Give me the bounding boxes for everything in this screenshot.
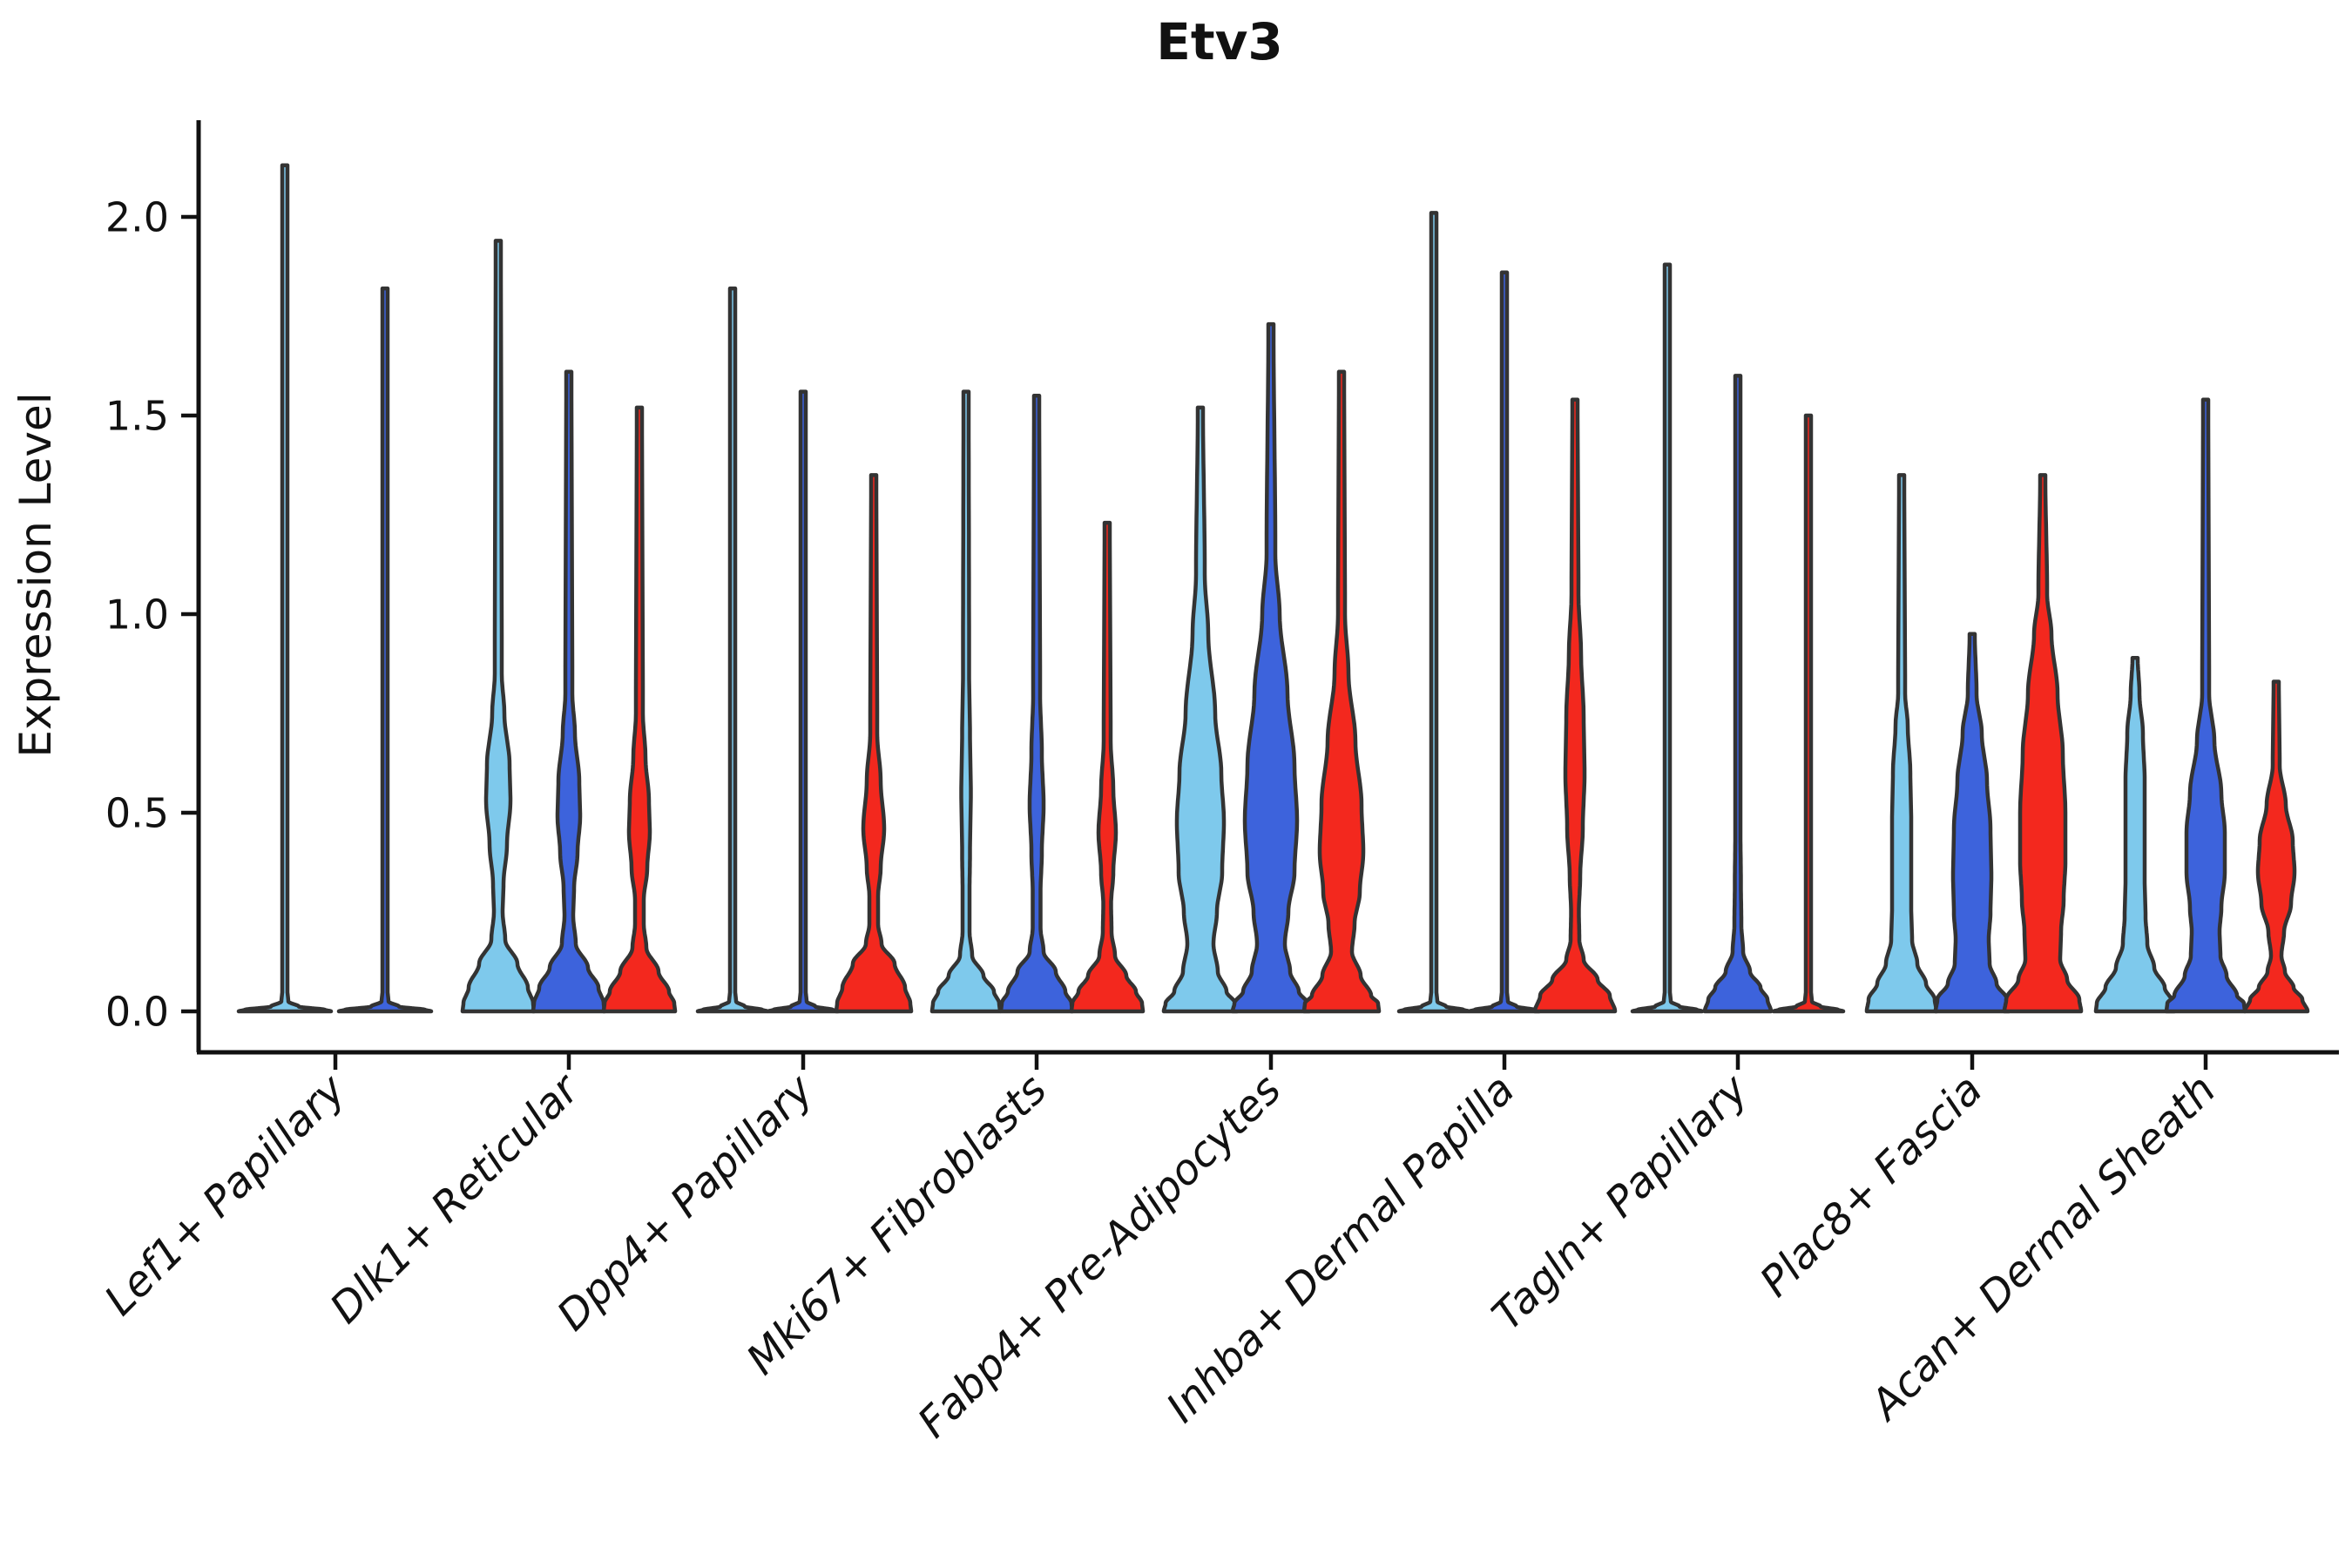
y-tick-label: 0.0 — [105, 989, 169, 1036]
violin-dlk1-red — [601, 405, 678, 1014]
violin-mki67-blue — [998, 393, 1075, 1014]
violin-dpp4-light_blue — [695, 286, 770, 1014]
x-tick-label: Tagln+ Papillary — [1483, 1064, 1758, 1340]
y-tick-label: 1.0 — [105, 591, 169, 639]
violin-dlk1-light_blue — [460, 239, 537, 1014]
y-tick-label: 2.0 — [105, 194, 169, 241]
violin-fabp4-light_blue — [1161, 405, 1240, 1014]
violin-dpp4-red — [834, 473, 914, 1014]
chart-title: Etv3 — [1156, 12, 1283, 71]
x-tick-label: Dlk1+ Reticular — [321, 1064, 591, 1334]
y-tick-label: 0.5 — [105, 790, 169, 837]
violin-fabp4-blue — [1230, 321, 1312, 1014]
violin-plac8-light_blue — [1864, 473, 1939, 1014]
violin-dpp4-blue — [766, 389, 841, 1014]
violin-tagln-red — [1771, 413, 1846, 1014]
violin-acan-red — [2242, 679, 2310, 1014]
violin-plac8-blue — [1933, 632, 2011, 1014]
violin-dlk1-blue — [531, 369, 607, 1014]
violin-lef1-blue — [336, 286, 434, 1014]
x-tick-label: Dpp4+ Papillary — [548, 1064, 823, 1340]
violins-layer — [236, 163, 2310, 1014]
violin-fabp4-red — [1301, 369, 1382, 1014]
violin-inhba-light_blue — [1396, 211, 1471, 1014]
violin-acan-blue — [2164, 397, 2247, 1014]
violin-inhba-red — [1532, 397, 1618, 1014]
violin-tagln-light_blue — [1630, 262, 1705, 1014]
violin-tagln-blue — [1702, 374, 1774, 1014]
x-tick-label: Plac8+ Fascia — [1751, 1065, 1992, 1307]
violin-inhba-blue — [1467, 270, 1542, 1014]
violin-acan-light_blue — [2093, 655, 2177, 1014]
y-axis-label: Expression Level — [10, 392, 61, 757]
y-tick-label: 1.5 — [105, 393, 169, 440]
violin-lef1-light_blue — [236, 163, 334, 1014]
violin-mki67-red — [1069, 520, 1146, 1014]
violin-mki67-light_blue — [929, 389, 1003, 1014]
violin-plac8-red — [2002, 473, 2084, 1014]
x-tick-label: Lef1+ Papillary — [95, 1064, 355, 1325]
